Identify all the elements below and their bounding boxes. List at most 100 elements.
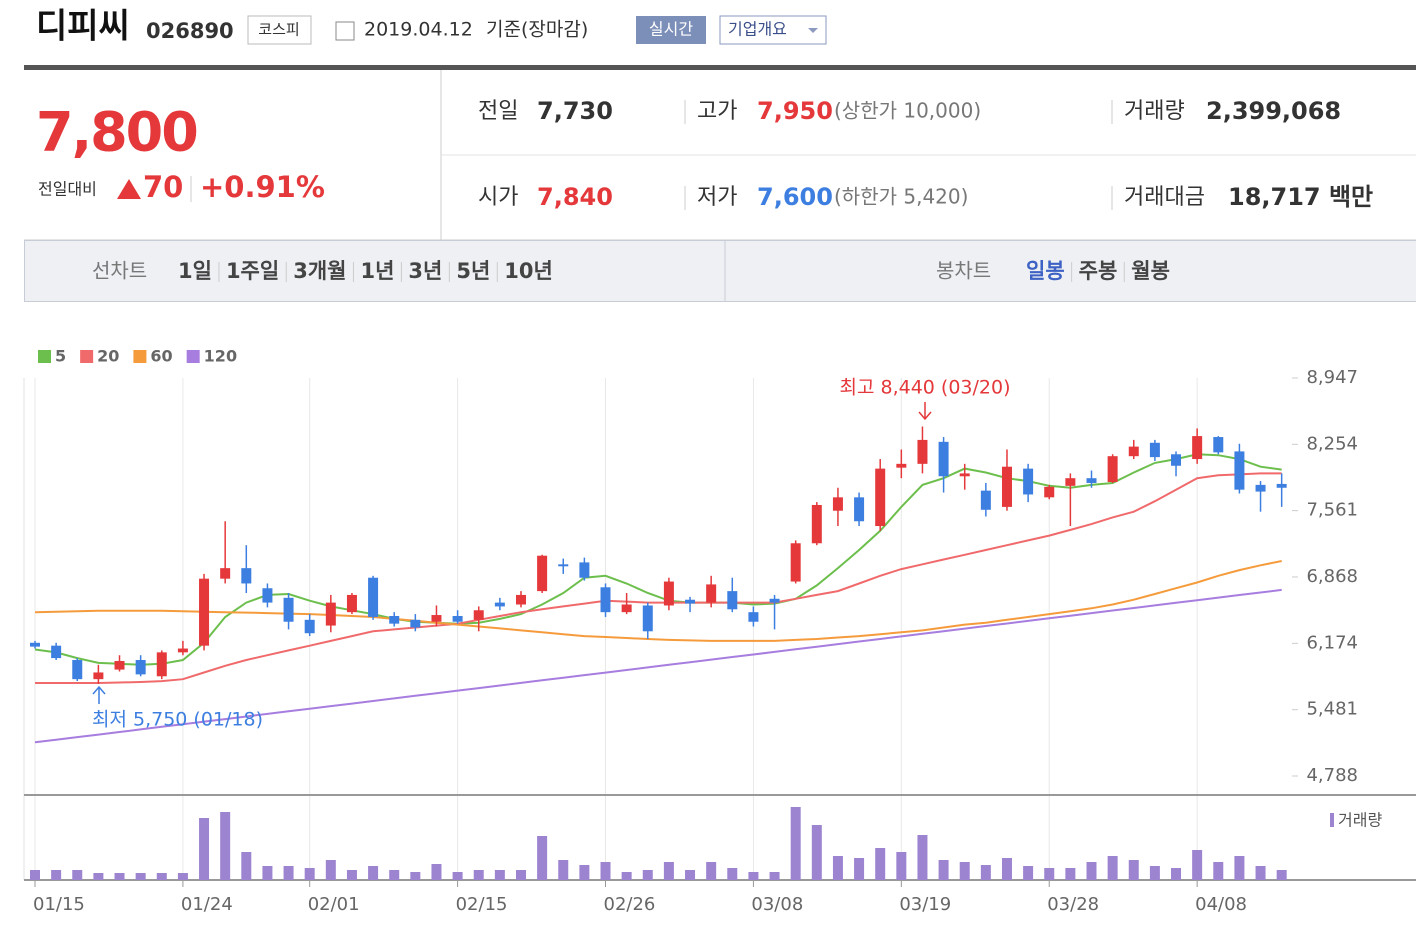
x-tick-label: 03/28	[1047, 894, 1099, 915]
candle-body	[1149, 442, 1160, 458]
candle-body	[368, 577, 379, 617]
y-tick-label: 6,868	[1306, 566, 1358, 587]
realtime-button[interactable]	[636, 16, 706, 44]
volume-bar	[452, 872, 463, 880]
volume-bar	[389, 870, 400, 880]
tab[interactable]: 주봉	[1079, 259, 1118, 283]
x-tick-label: 01/24	[181, 894, 233, 915]
volume-bar	[1065, 868, 1076, 880]
volume-bar	[241, 852, 252, 880]
candle-body	[959, 473, 970, 477]
volume-bar	[959, 862, 970, 880]
candle-body	[220, 568, 231, 579]
company-button[interactable]	[719, 15, 827, 45]
candle-body	[1023, 468, 1034, 495]
market: 코스피	[258, 21, 299, 39]
candle-body	[135, 660, 146, 675]
volume-bar	[1023, 866, 1034, 880]
field-note: (상한가 10,000)	[834, 99, 981, 123]
volume-bar	[1213, 862, 1224, 880]
volume-bar	[1192, 850, 1203, 880]
field-label: 고가	[697, 99, 737, 124]
tab[interactable]: 3개월	[293, 259, 346, 283]
x-tick-label: 04/08	[1195, 894, 1247, 915]
candle-body	[706, 584, 717, 603]
volume-bar	[896, 852, 907, 880]
candle-body	[769, 598, 780, 603]
volume-bar	[220, 812, 231, 880]
volume-bar	[769, 872, 780, 880]
volume-bar	[346, 870, 357, 880]
volume-bar	[30, 870, 40, 880]
candle-body	[748, 612, 759, 622]
dropdown-arrow	[808, 28, 818, 33]
candle-body	[642, 605, 653, 632]
candle-body	[1128, 446, 1139, 457]
candle-body	[558, 564, 569, 567]
up-triangle	[117, 179, 141, 199]
volume-bar	[854, 858, 865, 880]
tab[interactable]: 일봉	[1026, 259, 1065, 283]
volume-bar	[832, 856, 843, 880]
candle-body	[1192, 436, 1203, 460]
volume-bar	[663, 862, 674, 880]
tab-title: 봉차트	[936, 259, 991, 283]
field-value: 7,950	[757, 97, 833, 125]
volume-bar	[304, 868, 315, 880]
change-label: 전일대비	[38, 180, 97, 199]
volume-bar	[135, 873, 146, 880]
candle-chart: 01/15 01/24 02/01 02/15 02/26 03/08 03/19 03/28…	[23, 347, 1416, 915]
volume-bar	[1001, 858, 1012, 880]
volume-bar	[114, 873, 125, 880]
volume-bar	[537, 836, 548, 880]
stock-name: 디피씨	[36, 7, 130, 47]
volume-bar	[93, 873, 104, 880]
volume-bar	[51, 870, 62, 880]
legend-label: 60	[150, 347, 172, 366]
field-value: 7,730	[537, 97, 613, 125]
tab[interactable]: 10년	[504, 259, 553, 283]
volume-bar	[156, 873, 167, 880]
tab[interactable]: 1일	[178, 259, 212, 283]
tab[interactable]: 월봉	[1131, 259, 1170, 283]
volume-bar	[748, 872, 759, 880]
candle-body	[1001, 466, 1012, 507]
candle-body	[241, 568, 252, 584]
volume-bar	[368, 866, 379, 880]
volume-bar	[875, 848, 886, 880]
volume-bar	[790, 807, 801, 880]
volume-bar	[199, 818, 210, 880]
candle-body	[199, 578, 210, 646]
candle-body	[1065, 478, 1076, 486]
annotation: 최저 5,750 (01/18)	[92, 709, 263, 731]
volume-bar	[685, 870, 696, 880]
field-note: (하한가 5,420)	[834, 185, 968, 209]
volume-bar	[558, 860, 569, 880]
volume-bar	[431, 864, 442, 880]
field-label: 저가	[697, 185, 737, 210]
volume-bar	[727, 868, 738, 880]
candle-body	[579, 562, 590, 578]
ma-line	[35, 472, 1282, 684]
candle-body	[431, 615, 442, 622]
candle-body	[896, 463, 907, 468]
candle-body	[1107, 456, 1118, 483]
tab[interactable]: 3년	[408, 259, 442, 283]
candle-body	[452, 615, 463, 622]
candle-body	[938, 441, 949, 477]
volume-bar	[410, 872, 421, 880]
candle-body	[346, 594, 357, 613]
tab[interactable]: 1년	[360, 259, 394, 283]
candle-body	[515, 594, 526, 605]
volume-bar	[473, 870, 484, 880]
candle-body	[177, 648, 188, 653]
volume-bar	[262, 866, 273, 880]
tab[interactable]: 5년	[456, 259, 490, 283]
x-tick-label: 01/15	[33, 894, 85, 915]
candle-body	[980, 490, 991, 510]
volume-bar	[938, 860, 949, 880]
tab[interactable]: 1주일	[226, 259, 279, 283]
company[interactable]: 기업개요	[728, 20, 787, 39]
realtime[interactable]: 실시간	[649, 20, 693, 39]
